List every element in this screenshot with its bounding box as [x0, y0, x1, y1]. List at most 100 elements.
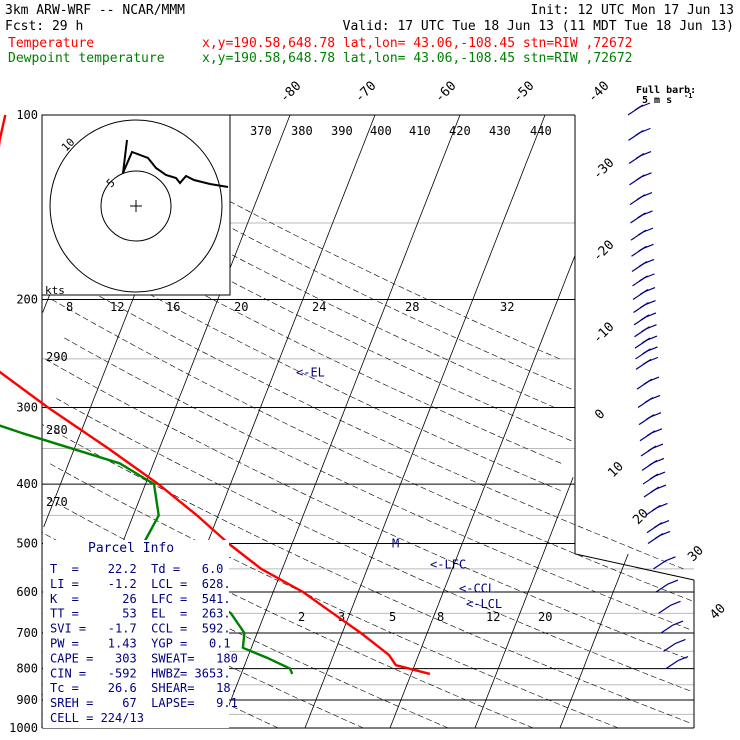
- theta-label: 430: [489, 124, 511, 138]
- pressure-tick-label: 1000: [9, 721, 38, 735]
- parcel-level-label: <-CCL: [459, 581, 495, 595]
- mixing-ratio-label: 5: [389, 610, 396, 624]
- wind-barb: [628, 150, 652, 165]
- parcel-info-row: CIN = -592 HWBZ= 3653.: [50, 666, 231, 680]
- wind-barb-feather: [672, 620, 684, 626]
- mixing-ratio-label: 12: [486, 610, 500, 624]
- wind-barb: [632, 273, 655, 287]
- wind-barb-feather: [640, 314, 650, 321]
- isotherm-line: [474, 477, 574, 729]
- theta-label: 410: [409, 124, 431, 138]
- wind-barb-feather: [639, 289, 649, 296]
- wind-barb-feather: [645, 414, 655, 421]
- wind-barb: [635, 346, 658, 360]
- wind-barb-feather: [647, 445, 657, 452]
- parcel-info-row: K = 26 LFC = 541.: [50, 592, 231, 606]
- hodograph-speed-label: 16: [166, 300, 180, 314]
- isotherm-label: -10: [590, 320, 617, 347]
- hodograph-speed-label: 24: [312, 300, 326, 314]
- parcel-info-row: LI = -1.2 LCL = 628.: [50, 577, 231, 591]
- theta-label: 280: [46, 423, 68, 437]
- mixing-ratio-label: 3: [338, 610, 345, 624]
- wind-barb-feather: [675, 638, 686, 644]
- dry-adiabat-line: [52, 239, 561, 491]
- legend-dewpoint-label: Dewpoint temperature: [8, 51, 165, 66]
- wind-barb: [634, 335, 658, 349]
- wind-barb: [628, 127, 651, 141]
- wind-barb: [634, 324, 657, 338]
- hodograph-speed-label: 12: [110, 300, 124, 314]
- wind-barb-feather: [637, 212, 646, 219]
- parcel-info-row: SVI = -1.7 CCL = 592.: [50, 622, 231, 636]
- hodograph-speed-label: 28: [405, 300, 419, 314]
- wind-barb: [665, 656, 689, 670]
- wind-barb: [640, 443, 664, 457]
- pressure-tick-label: 600: [16, 585, 38, 599]
- parcel-info-panel: Parcel Info T = 22.2 Td = 6.0LI = -1.2 L…: [43, 540, 238, 728]
- wind-barb: [641, 457, 665, 471]
- wind-barb: [655, 579, 679, 593]
- pressure-tick-label: 100: [16, 108, 38, 122]
- dry-adiabat-line: [42, 424, 690, 723]
- wind-barb-staff: [665, 660, 679, 670]
- theta-label: 270: [46, 495, 68, 509]
- isotherm-label: -50: [510, 79, 537, 106]
- header: 3km ARW-WRF -- NCAR/MMM Init: 12 UTC Mon…: [5, 3, 734, 66]
- wind-barb: [632, 286, 656, 301]
- parcel-info-row: PW = 1.43 YGP = 0.1: [50, 637, 231, 651]
- theta-label: 290: [46, 350, 68, 364]
- wind-barb: [660, 620, 684, 634]
- wind-barb: [643, 484, 667, 498]
- wind-barb-feather: [643, 378, 653, 385]
- parcel-info-row: T = 22.2 Td = 6.0: [50, 562, 223, 576]
- isotherm-label: 0: [592, 407, 608, 423]
- wind-barb: [637, 394, 661, 408]
- parcel-level-label: <-LFC: [430, 557, 466, 571]
- theta-label: 400: [370, 124, 392, 138]
- wind-barb-feather: [649, 473, 659, 480]
- parcel-info-row: Tc = 26.6 SHEAR= 18.: [50, 681, 238, 695]
- wind-barb-feather: [642, 348, 651, 355]
- wind-barb-feather: [636, 194, 646, 201]
- isotherm-label: 30: [685, 543, 707, 565]
- hodograph-ring-outer: [49, 119, 223, 293]
- wind-barb-feather: [653, 522, 663, 529]
- wind-barb-staff: [658, 604, 671, 614]
- wind-barb-feather: [635, 129, 644, 136]
- parcel-info-row: CAPE = 303 SWEAT= 180: [50, 651, 238, 665]
- isotherm-label: -70: [352, 79, 379, 106]
- wind-barb: [633, 299, 656, 314]
- dry-adiabat-line: [56, 398, 691, 692]
- mixing-ratio-label: 8: [437, 610, 444, 624]
- theta-label: 380: [291, 124, 313, 138]
- wind-barb-feather: [677, 656, 689, 662]
- wind-barb: [630, 210, 653, 224]
- wind-barb-feather: [637, 229, 647, 236]
- dry-adiabat-line: [51, 299, 692, 601]
- wind-barb-feather: [654, 532, 664, 539]
- wind-barb-feather: [670, 600, 681, 606]
- wind-barb: [631, 243, 654, 257]
- barb-key-exponent: -1: [684, 92, 692, 100]
- wind-barb: [645, 502, 668, 516]
- dry-adiabat-line: [44, 358, 687, 659]
- legend-dewpoint-info: x,y=190.58,648.78 lat,lon= 43.06,-108.45…: [202, 51, 632, 66]
- wind-barb: [663, 638, 686, 652]
- forecast-hour: Fcst: 29 h: [5, 19, 83, 34]
- wind-barb: [646, 520, 670, 534]
- hodograph-speed-label: 20: [234, 300, 248, 314]
- wind-barb-feather: [644, 396, 654, 403]
- wind-barb: [636, 376, 660, 390]
- isotherm-label: 40: [707, 601, 729, 623]
- dry-adiabat-line: [45, 496, 534, 729]
- theta-label: 390: [331, 124, 353, 138]
- temperature-trace: [0, 114, 431, 676]
- wind-barb-staff: [653, 560, 666, 570]
- wind-barb-feather: [646, 430, 656, 437]
- wind-barb: [627, 102, 651, 116]
- wind-barb-feather: [639, 275, 648, 282]
- init-time: Init: 12 UTC Mon 17 Jun 13: [531, 3, 735, 18]
- isotherm-line: [219, 114, 461, 729]
- wind-barb-feather: [634, 104, 644, 111]
